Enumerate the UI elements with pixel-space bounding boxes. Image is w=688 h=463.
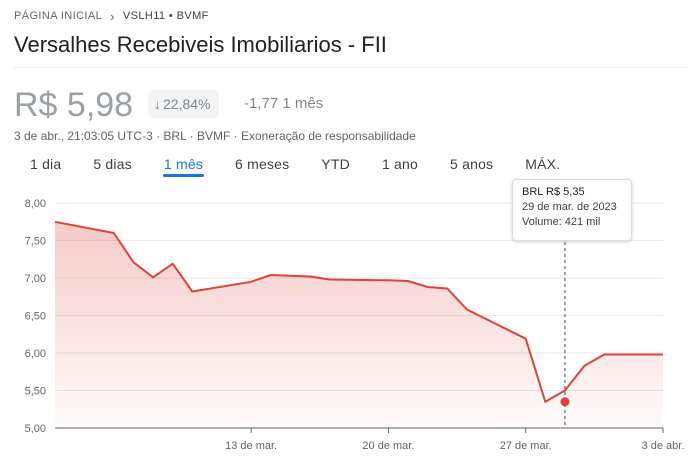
y-tick-label: 5,50 [25, 386, 46, 398]
chevron-right-icon: › [110, 8, 115, 24]
price-chart[interactable]: 8,00 7,50 7,00 6,50 6,00 5,50 5,00 13 de mar. 20… [0, 180, 688, 463]
arrow-down-icon: ↓ [154, 96, 161, 112]
price-chart-svg: 8,00 7,50 7,00 6,50 6,00 5,50 5,00 13 de mar. 20… [25, 198, 685, 452]
tooltip-date: 29 de mar. de 2023 [522, 201, 617, 213]
x-tick-label: 13 de mar. [225, 440, 277, 452]
tab-2[interactable]: 1 mês [148, 155, 219, 179]
y-tick-label: 5,00 [25, 423, 46, 435]
page-title: Versalhes Recebiveis Imobiliarios - FII [14, 32, 387, 57]
price-line [54, 220, 663, 403]
y-tick-label: 6,50 [25, 311, 46, 323]
chart-tooltip: BRL R$ 5,35 29 de mar. de 2023 Volume: 4… [512, 179, 632, 241]
y-tick-label: 8,00 [25, 198, 46, 210]
x-tick-label: 20 de mar. [362, 440, 414, 452]
range-tabs: 1 dia 5 dias 1 mês 6 meses YTD 1 ano 5 anos MÁX… [14, 155, 576, 179]
tab-6[interactable]: 5 anos [450, 156, 494, 172]
tab-4[interactable]: YTD [321, 156, 350, 172]
tooltip-price: BRL R$ 5,35 [522, 186, 585, 198]
tab-0[interactable]: 1 dia [30, 156, 62, 172]
hover-point [560, 397, 570, 407]
breadcrumb-current: VSLH11 • BVMF [122, 10, 209, 22]
y-tick-label: 6,00 [25, 348, 46, 360]
tab-3[interactable]: 6 meses [235, 156, 290, 172]
y-tick-label: 7,00 [25, 273, 46, 285]
percent-change-value: 22,84% [163, 96, 211, 112]
tab-1[interactable]: 5 dias [93, 156, 132, 172]
tab-5[interactable]: 1 ano [381, 156, 419, 172]
current-price: R$ 5,98 [14, 86, 134, 124]
x-tick-label: 27 de mar. [500, 440, 552, 452]
absolute-change: -1,77 1 mês [244, 95, 324, 112]
quote-meta: 3 de abr., 21:03:05 UTC-3 · BRL · BVMF ·… [14, 129, 416, 143]
title-divider [14, 67, 688, 68]
x-tick-label: 3 de abr. [642, 440, 685, 452]
price-area-fill [55, 221, 663, 428]
percent-change-badge: ↓ 22,84% [148, 90, 220, 118]
tab-7[interactable]: MÁX. [525, 156, 561, 172]
tooltip-volume: Volume: 421 mil [522, 216, 601, 228]
y-tick-label: 7,50 [25, 236, 46, 248]
quote-meta-text: 3 de abr., 21:03:05 UTC-3 · BRL · BVMF ·… [14, 129, 416, 143]
breadcrumb-home-link[interactable]: PÁGINA INICIAL [14, 10, 103, 22]
breadcrumb: PÁGINA INICIAL › VSLH11 • BVMF [14, 9, 209, 23]
